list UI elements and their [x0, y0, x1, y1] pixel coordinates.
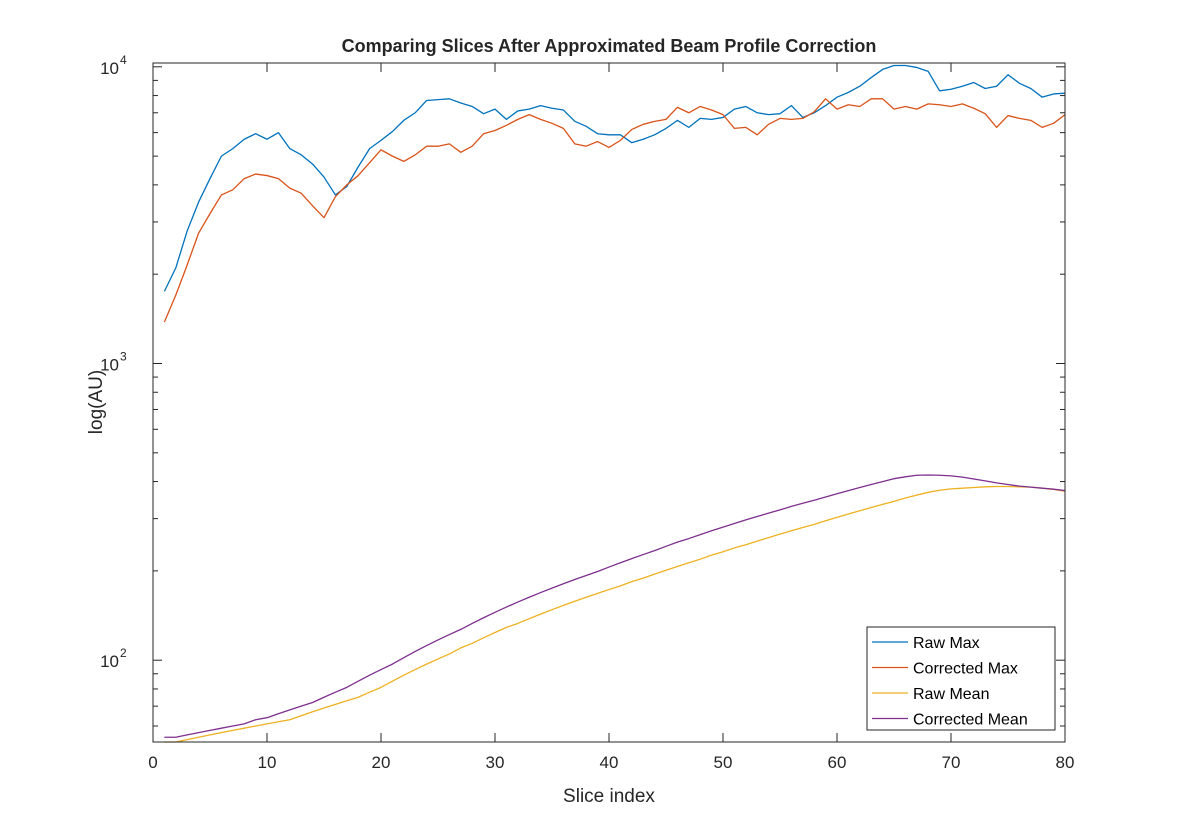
- chart-title: Comparing Slices After Approximated Beam…: [342, 36, 877, 56]
- legend-label: Corrected Max: [913, 661, 1018, 678]
- x-tick-label: 80: [1056, 753, 1075, 772]
- y-tick-label: 10 4: [100, 53, 127, 78]
- plot-frame: [152, 62, 1066, 743]
- x-tick-label: 10: [258, 753, 277, 772]
- y-tick-label: 10 2: [100, 646, 127, 671]
- y-tick-exponent: 3: [120, 350, 127, 364]
- y-tick-base: 10: [100, 59, 119, 78]
- series-line-raw-mean: [164, 485, 1066, 743]
- x-tick-label: 30: [486, 753, 505, 772]
- series-layer: [163, 64, 1066, 743]
- series-line-corrected-mean: [164, 474, 1066, 738]
- y-tick-label: 10 3: [100, 350, 127, 375]
- legend-label: Raw Mean: [913, 686, 989, 703]
- x-tick-label: 40: [600, 753, 619, 772]
- x-axis-label: Slice index: [563, 786, 655, 807]
- y-tick-base: 10: [100, 356, 119, 375]
- series-line-raw-max: [163, 64, 1066, 292]
- legend-label: Corrected Mean: [913, 712, 1028, 729]
- y-tick-base: 10: [100, 652, 119, 671]
- x-tick-label: 20: [372, 753, 391, 772]
- series-line-corrected-max: [163, 98, 1066, 323]
- y-tick-exponent: 2: [120, 646, 127, 660]
- legend-box: [866, 626, 1056, 731]
- x-tick-label: 60: [828, 753, 847, 772]
- y-tick-exponent: 4: [120, 53, 127, 67]
- y-axis-label: log(AU): [86, 370, 107, 434]
- legend: Raw Max Corrected Max Raw Mean Corrected Me…: [866, 626, 1056, 731]
- x-tick-label: 70: [942, 753, 961, 772]
- legend-label: Raw Max: [913, 635, 980, 652]
- x-tick-label: 50: [714, 753, 733, 772]
- x-tick-label: 0: [148, 753, 157, 772]
